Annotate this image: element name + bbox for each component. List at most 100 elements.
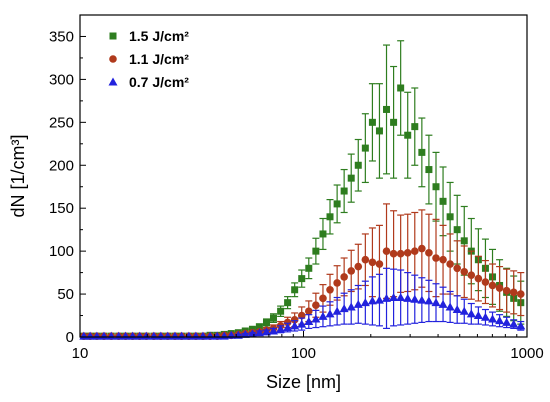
- data-point: [340, 273, 348, 281]
- data-point: [284, 299, 292, 307]
- y-tick-label: 100: [49, 243, 74, 260]
- data-point: [135, 331, 145, 340]
- data-point: [389, 293, 399, 302]
- data-point: [446, 260, 454, 268]
- data-point: [254, 328, 264, 337]
- data-point: [184, 331, 194, 340]
- data-point: [488, 314, 498, 323]
- data-point: [397, 84, 405, 92]
- series-3: [79, 267, 526, 340]
- data-point: [212, 331, 222, 340]
- data-point: [516, 290, 525, 298]
- data-point: [269, 314, 277, 322]
- data-point: [425, 249, 433, 257]
- data-point: [149, 331, 159, 340]
- data-point: [480, 312, 490, 321]
- data-point: [333, 279, 341, 287]
- legend-marker-1: [109, 32, 117, 40]
- data-point: [319, 230, 327, 238]
- data-point: [177, 331, 187, 340]
- data-point: [262, 318, 270, 326]
- data-point: [410, 294, 420, 303]
- axes-layer: 0 50 100 150 200 250 300 350 10 100 1000 Size [nm] d…: [8, 14, 544, 392]
- data-point: [297, 319, 307, 328]
- legend-label-1: 1.5 J/cm²: [129, 28, 189, 44]
- data-point: [92, 331, 102, 340]
- data-point: [446, 213, 454, 221]
- y-tick-label: 350: [49, 28, 74, 45]
- data-point: [305, 264, 313, 272]
- data-point: [403, 249, 412, 257]
- data-point: [459, 306, 469, 315]
- data-point: [114, 331, 124, 340]
- data-point: [502, 317, 512, 326]
- data-point: [311, 314, 321, 323]
- data-point: [347, 174, 355, 182]
- data-point: [99, 331, 109, 340]
- data-point: [375, 127, 383, 135]
- data-point: [516, 321, 526, 330]
- legend-marker-3: [108, 77, 118, 86]
- data-point: [382, 293, 392, 302]
- data-point: [418, 244, 426, 253]
- y-tick-label: 0: [66, 329, 74, 346]
- y-axis-title: dN [1/cm³]: [8, 134, 28, 217]
- data-point: [432, 254, 440, 262]
- data-point: [417, 295, 427, 304]
- data-point: [361, 255, 370, 264]
- data-point: [276, 324, 286, 333]
- legend-marker-2: [109, 55, 117, 63]
- data-point: [325, 309, 335, 318]
- data-point: [439, 197, 447, 205]
- y-tick-label: 200: [49, 157, 74, 174]
- data-point: [403, 293, 413, 302]
- data-point: [277, 307, 285, 315]
- data-point: [106, 331, 116, 340]
- data-point: [319, 294, 327, 303]
- data-point: [445, 302, 455, 311]
- data-point: [247, 329, 257, 338]
- data-point: [297, 311, 306, 320]
- data-point: [431, 298, 441, 307]
- x-tick-label: 1000: [510, 345, 543, 362]
- data-point: [290, 316, 299, 324]
- data-point: [389, 249, 398, 258]
- data-point: [219, 331, 229, 340]
- data-point: [339, 304, 349, 313]
- data-point: [346, 302, 356, 311]
- data-point: [390, 118, 398, 126]
- data-point: [304, 307, 313, 316]
- data-point: [410, 247, 419, 255]
- x-tick-label: 100: [291, 345, 316, 362]
- data-point: [121, 331, 131, 340]
- data-point: [382, 247, 391, 255]
- data-point: [128, 331, 138, 340]
- data-point: [191, 331, 201, 340]
- data-point: [474, 274, 483, 283]
- data-point: [404, 131, 412, 139]
- data-point: [432, 183, 440, 191]
- data-point: [354, 161, 362, 169]
- data-point: [170, 331, 180, 340]
- data-point: [452, 305, 462, 314]
- data-point: [368, 118, 376, 126]
- data-point: [424, 296, 434, 305]
- data-point: [85, 331, 95, 340]
- data-point: [509, 288, 518, 297]
- data-point: [298, 275, 306, 283]
- data-point: [396, 249, 405, 258]
- data-point: [312, 247, 320, 255]
- data-point: [473, 311, 483, 320]
- data-point: [318, 311, 328, 320]
- data-point: [495, 316, 505, 325]
- data-point: [290, 321, 300, 330]
- data-point: [361, 144, 369, 152]
- y-tick-label: 50: [57, 286, 74, 303]
- data-point: [460, 267, 469, 276]
- data-point: [141, 331, 151, 340]
- data-point: [283, 323, 293, 332]
- data-point: [198, 331, 208, 340]
- y-tick-label: 250: [49, 114, 74, 131]
- x-tick-label: 10: [72, 345, 89, 362]
- legend-label-2: 1.1 J/cm²: [129, 51, 189, 67]
